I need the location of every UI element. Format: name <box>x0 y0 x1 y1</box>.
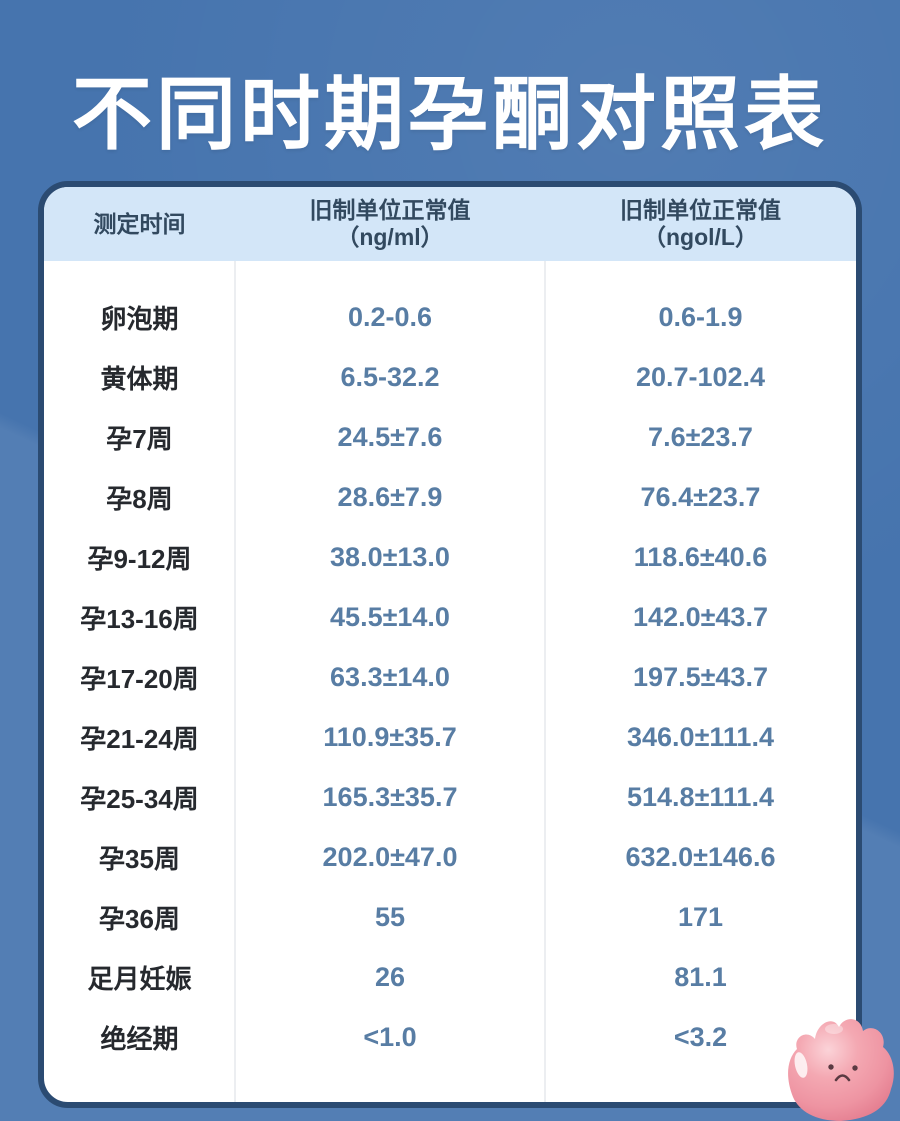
period-cell: 孕7周 <box>106 423 173 454</box>
ngol-l-value-cell: 0.6-1.9 <box>658 301 743 332</box>
period-cell: 孕13-16周 <box>80 603 199 634</box>
ng-ml-value-cell: 0.2-0.6 <box>347 301 433 332</box>
ng-ml-value-cell: 6.5-32.2 <box>340 361 440 392</box>
table-row: 孕13-16周 45.5±14.0 142.0±43.7 <box>44 587 856 647</box>
period-cell: 孕9-12周 <box>87 543 192 574</box>
table-row: 孕9-12周 38.0±13.0 118.6±40.6 <box>44 527 856 587</box>
ng-ml-value-cell: 165.3±35.7 <box>322 781 458 812</box>
header-unit: （ng/ml） <box>336 224 444 250</box>
ngol-l-value-cell: 514.8±111.4 <box>627 781 774 812</box>
table-row: 孕21-24周 110.9±35.7 346.0±111.4 <box>44 707 856 767</box>
table-rows: 卵泡期 0.2-0.6 0.6-1.9 黄体期 6.5-32.2 20.7-10… <box>44 261 856 1067</box>
ng-ml-value-cell: 26 <box>374 961 406 992</box>
header-cell-ng-ml: 旧制单位正常值 （ng/ml） <box>235 197 545 251</box>
table-row: 足月妊娠 26 81.1 <box>44 947 856 1007</box>
ngol-l-value-cell: 81.1 <box>674 961 727 992</box>
ngol-l-value-cell: 346.0±111.4 <box>627 721 774 752</box>
table-row: 孕36周 55 171 <box>44 887 856 947</box>
ngol-l-value-cell: 142.0±43.7 <box>633 601 768 632</box>
table-row: 孕35周 202.0±47.0 632.0±146.6 <box>44 827 856 887</box>
ng-ml-value-cell: <1.0 <box>363 1021 417 1052</box>
ng-ml-value-cell: 63.3±14.0 <box>330 661 450 692</box>
header-cell-measure-time: 测定时间 <box>44 211 235 238</box>
header-unit: （ngol/L） <box>643 224 758 250</box>
table-row: 黄体期 6.5-32.2 20.7-102.4 <box>44 347 856 407</box>
period-cell: 孕36周 <box>99 903 180 934</box>
period-cell: 足月妊娠 <box>87 963 192 994</box>
table-row: 孕17-20周 63.3±14.0 197.5±43.7 <box>44 647 856 707</box>
table-row: 绝经期 <1.0 <3.2 <box>44 1007 856 1067</box>
table-row: 孕7周 24.5±7.6 7.6±23.7 <box>44 407 856 467</box>
period-cell: 黄体期 <box>100 363 179 394</box>
ng-ml-value-cell: 24.5±7.6 <box>337 421 443 452</box>
ng-ml-value-cell: 28.6±7.9 <box>337 481 443 512</box>
table-body: 卵泡期 0.2-0.6 0.6-1.9 黄体期 6.5-32.2 20.7-10… <box>44 261 856 1102</box>
ngol-l-value-cell: 118.6±40.6 <box>633 541 768 572</box>
ng-ml-value-cell: 45.5±14.0 <box>330 601 450 632</box>
ngol-l-value-cell: 197.5±43.7 <box>633 661 768 692</box>
tooth-mascot-icon <box>788 1019 894 1121</box>
period-cell: 孕25-34周 <box>80 783 199 814</box>
ngol-l-value-cell: 7.6±23.7 <box>648 421 753 452</box>
ngol-l-value-cell: <3.2 <box>673 1021 728 1052</box>
table-row: 孕8周 28.6±7.9 76.4±23.7 <box>44 467 856 527</box>
column-separator <box>234 261 236 1102</box>
comparison-table-card: 测定时间 旧制单位正常值 （ng/ml） 旧制单位正常值 （ngol/L） 卵泡… <box>38 181 862 1108</box>
table-row: 孕25-34周 165.3±35.7 514.8±111.4 <box>44 767 856 827</box>
column-separator <box>544 261 546 1102</box>
ng-ml-value-cell: 55 <box>374 901 406 932</box>
period-cell: 孕17-20周 <box>80 663 199 694</box>
period-cell: 孕21-24周 <box>80 723 199 754</box>
period-cell: 绝经期 <box>100 1023 179 1054</box>
period-cell: 孕35周 <box>99 843 180 874</box>
period-cell: 卵泡期 <box>100 303 179 334</box>
page-title: 不同时期孕酮对照表 <box>72 70 828 159</box>
header-label: 旧制单位正常值 <box>620 197 781 223</box>
ngol-l-value-cell: 76.4±23.7 <box>640 481 761 512</box>
header-label: 旧制单位正常值 <box>309 197 471 223</box>
ngol-l-value-cell: 632.0±146.6 <box>625 841 776 872</box>
header-cell-ngol-l: 旧制单位正常值 （ngol/L） <box>545 197 856 251</box>
period-cell: 孕8周 <box>106 483 173 514</box>
ng-ml-value-cell: 202.0±47.0 <box>322 841 458 872</box>
table-header-row: 测定时间 旧制单位正常值 （ng/ml） 旧制单位正常值 （ngol/L） <box>44 187 856 261</box>
header-label: 测定时间 <box>93 210 186 237</box>
ng-ml-value-cell: 38.0±13.0 <box>330 541 450 572</box>
table-row: 卵泡期 0.2-0.6 0.6-1.9 <box>44 287 856 347</box>
ng-ml-value-cell: 110.9±35.7 <box>323 721 457 752</box>
ngol-l-value-cell: 171 <box>677 901 724 932</box>
ngol-l-value-cell: 20.7-102.4 <box>635 361 766 392</box>
